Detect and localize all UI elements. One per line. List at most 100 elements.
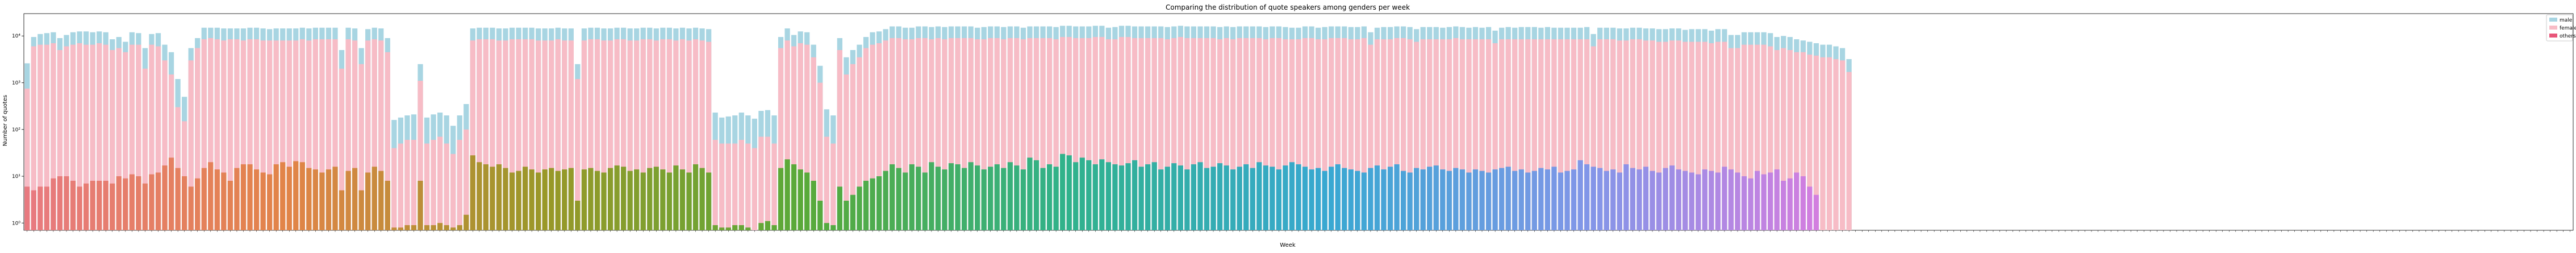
- bar-others: [1014, 165, 1020, 230]
- bar-female: [496, 40, 502, 230]
- bar-female: [1650, 40, 1655, 230]
- bar-others: [64, 176, 69, 230]
- bar-female: [1007, 38, 1013, 230]
- bar-female: [614, 39, 620, 231]
- bar-female: [123, 52, 128, 231]
- bar-female: [791, 46, 797, 231]
- bar-others: [562, 169, 567, 230]
- bar-female: [1826, 57, 1832, 230]
- bar-others: [437, 223, 443, 230]
- bar-others: [1230, 169, 1236, 230]
- bar-female: [1597, 39, 1603, 231]
- bar-others: [1709, 171, 1714, 230]
- bar-female: [1702, 42, 1707, 231]
- bar-others: [352, 168, 358, 230]
- bar-female: [1191, 38, 1197, 230]
- bar-female: [686, 40, 692, 230]
- bar-female: [44, 44, 49, 230]
- bar-others: [1079, 157, 1085, 230]
- bar-female: [1499, 39, 1505, 231]
- bar-others: [614, 165, 620, 230]
- bar-female: [1197, 38, 1203, 230]
- bar-others: [1355, 171, 1360, 230]
- bar-female: [70, 44, 76, 230]
- bar-others: [57, 176, 63, 230]
- bar-others: [483, 164, 489, 230]
- bar-female: [1270, 38, 1275, 230]
- y-tick-label: 10³: [12, 80, 20, 86]
- bar-female: [483, 39, 489, 231]
- bar-female: [391, 148, 397, 230]
- bar-female: [647, 39, 653, 231]
- bar-others: [168, 157, 174, 230]
- bar-female: [640, 39, 646, 231]
- bar-others: [916, 167, 921, 230]
- bar-others: [784, 159, 790, 230]
- bar-female: [365, 40, 371, 230]
- bar-others: [260, 172, 266, 230]
- bar-others: [1597, 168, 1603, 230]
- bar-others: [922, 172, 928, 230]
- bar-female: [253, 39, 260, 231]
- bar-female: [784, 40, 790, 230]
- bar-others: [182, 176, 187, 230]
- bar-female: [719, 143, 725, 230]
- bar-others: [1033, 160, 1039, 230]
- y-tick-label: 10²: [12, 127, 20, 133]
- legend-label-male: male: [2560, 18, 2573, 23]
- bar-female: [542, 40, 548, 230]
- bar-others: [1807, 186, 1813, 230]
- bar-female: [529, 39, 535, 231]
- bar-female: [581, 40, 587, 230]
- bar-others: [1748, 178, 1753, 230]
- bar-female: [1518, 39, 1524, 231]
- bar-female: [1813, 55, 1819, 230]
- bar-female: [988, 38, 993, 230]
- bar-female: [758, 136, 764, 230]
- bar-female: [201, 39, 207, 231]
- bar-female: [424, 143, 430, 230]
- bar-female: [863, 48, 869, 230]
- bar-female: [876, 43, 882, 231]
- bar-female: [1459, 39, 1466, 231]
- bar-others: [903, 172, 908, 230]
- bar-female: [1427, 39, 1433, 231]
- bar-others: [90, 180, 95, 230]
- bar-female: [299, 39, 305, 231]
- bar-others: [870, 178, 875, 230]
- bar-others: [1427, 167, 1433, 230]
- bar-others: [830, 225, 836, 230]
- bar-others: [1204, 168, 1210, 230]
- bar-others: [1754, 171, 1760, 230]
- bar-female: [352, 40, 358, 230]
- bar-female: [1296, 39, 1301, 231]
- bar-others: [188, 186, 194, 230]
- bar-others: [1191, 164, 1197, 230]
- bar-others: [1623, 164, 1629, 230]
- bar-others: [1368, 168, 1373, 230]
- bar-female: [975, 39, 980, 231]
- bar-female: [195, 48, 201, 230]
- bar-others: [1243, 164, 1249, 230]
- bar-others: [1407, 172, 1413, 230]
- bar-female: [1492, 43, 1498, 231]
- bar-others: [1151, 162, 1157, 230]
- bar-others: [378, 171, 384, 230]
- bar-female: [267, 40, 273, 230]
- y-tick-label: 10⁴: [12, 34, 20, 39]
- bar-female: [1289, 39, 1295, 231]
- bar-others: [1472, 169, 1479, 230]
- bar-others: [312, 169, 319, 230]
- bar-female: [935, 38, 941, 230]
- bar-others: [1794, 172, 1800, 230]
- bar-female: [1342, 38, 1347, 230]
- bar-female: [679, 39, 686, 231]
- bar-others: [1604, 171, 1609, 230]
- bar-others: [1768, 172, 1773, 230]
- bar-female: [378, 40, 384, 230]
- bar-others: [640, 172, 646, 230]
- bar-others: [948, 163, 954, 230]
- bar-female: [1696, 42, 1701, 231]
- bar-female: [319, 39, 325, 231]
